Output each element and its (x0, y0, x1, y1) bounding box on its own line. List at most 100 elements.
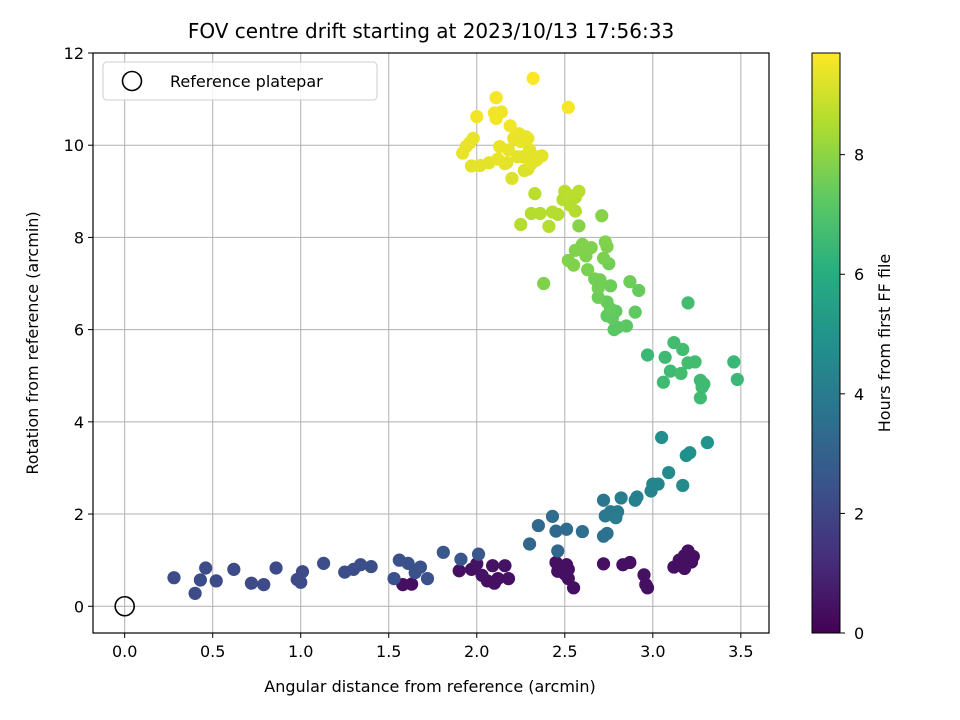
data-point (561, 188, 575, 202)
data-point (693, 391, 707, 405)
data-point (489, 91, 503, 105)
y-tick-label: 12 (64, 44, 84, 63)
data-point (535, 149, 549, 163)
data-point (466, 131, 480, 145)
data-point (596, 251, 611, 265)
data-point (632, 283, 646, 298)
data-point (730, 372, 744, 387)
colorbar-tick-label: 4 (854, 385, 864, 404)
data-point (581, 263, 595, 277)
x-tick-label: 0.5 (200, 642, 225, 661)
data-point (591, 290, 605, 304)
data-point (640, 581, 655, 595)
data-point (193, 573, 207, 587)
data-point (623, 275, 637, 289)
data-point (584, 240, 598, 255)
plot-frame (92, 52, 770, 634)
data-point (452, 564, 466, 578)
legend: Reference platepar (102, 61, 378, 101)
x-axis-label: Angular distance from reference (arcmin) (264, 677, 595, 696)
data-point (614, 491, 628, 505)
data-point (257, 577, 271, 592)
data-point (727, 355, 741, 369)
data-point (491, 152, 505, 166)
data-point (420, 571, 435, 586)
data-point (470, 110, 484, 124)
data-point (697, 377, 711, 391)
data-point (244, 576, 259, 590)
data-point (436, 545, 450, 559)
data-point (486, 559, 500, 573)
data-point (663, 364, 678, 378)
data-point (364, 560, 378, 574)
colorbar-ticks: 0 2 4 6 8 (840, 146, 864, 643)
data-point (542, 219, 556, 233)
data-point (593, 273, 607, 287)
data-point (505, 171, 519, 186)
data-point (603, 279, 618, 293)
data-point (681, 296, 695, 310)
data-point (596, 557, 611, 571)
x-tick-label: 2.0 (464, 642, 489, 661)
data-point (199, 561, 213, 575)
data-point (387, 571, 401, 586)
y-axis-label: Rotation from reference (arcmin) (23, 211, 42, 474)
data-point (501, 571, 516, 586)
data-point (603, 302, 618, 316)
data-point (401, 556, 415, 570)
x-tick-label: 1.5 (376, 642, 401, 661)
data-point (537, 276, 551, 291)
data-point (683, 446, 697, 460)
data-point (551, 207, 565, 221)
data-point (566, 581, 581, 595)
data-point (503, 119, 517, 133)
data-point (628, 305, 642, 319)
data-point (609, 511, 623, 525)
y-tick-label: 8 (74, 228, 84, 247)
data-point (295, 565, 310, 579)
data-point (494, 105, 509, 119)
data-point (522, 537, 537, 551)
y-tick-label: 2 (74, 505, 84, 524)
data-point (317, 556, 331, 570)
data-point (514, 217, 528, 232)
colorbar-frame (811, 52, 841, 634)
data-point (561, 100, 575, 115)
data-point (498, 559, 512, 573)
y-tick-label: 0 (74, 597, 84, 616)
data-point (600, 240, 614, 254)
x-tick-label: 3.5 (728, 642, 753, 661)
data-point (209, 574, 223, 588)
data-point (566, 258, 581, 272)
colorbar-tick-label: 2 (854, 504, 864, 523)
x-tick-label: 3.0 (640, 642, 665, 661)
colorbar-gradient (812, 53, 840, 633)
y-tick-label: 6 (74, 321, 84, 340)
data-point (188, 586, 202, 600)
data-point (561, 562, 575, 576)
data-point (688, 355, 702, 369)
data-point (568, 204, 582, 218)
data-point (575, 524, 589, 539)
data-point (413, 560, 428, 574)
data-point (686, 549, 700, 564)
data-point (353, 558, 368, 572)
x-tick-label: 1.0 (288, 642, 313, 661)
data-point (674, 366, 688, 381)
data-point (471, 547, 486, 561)
data-point (528, 187, 542, 201)
data-point (595, 209, 609, 223)
data-point (658, 350, 672, 364)
data-point (269, 561, 283, 575)
data-point (521, 131, 535, 145)
data-point (662, 465, 676, 480)
data-point (227, 562, 241, 576)
reference-point (114, 595, 135, 617)
data-point (600, 526, 614, 541)
colorbar-tick-label: 8 (854, 146, 864, 165)
data-point (623, 555, 637, 570)
data-point (545, 509, 560, 523)
data-point (551, 544, 565, 558)
data-point (676, 342, 690, 357)
data-point (700, 435, 714, 450)
